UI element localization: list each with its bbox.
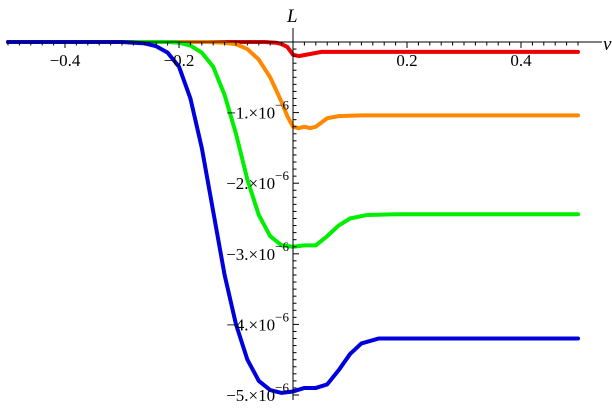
x-ticks: −0.4 −0.2 0.2 0.4 [7, 42, 579, 70]
y-ticks: −1.×10−6 −2.×10−6 −3.×10−6 −4.×10−6 −5.×10−6 [226, 48, 299, 405]
x-axis-label: v [603, 34, 612, 55]
y-tick-label: −4.×10−6 [226, 309, 289, 334]
x-tick-label: 0.4 [510, 51, 532, 70]
y-tick-label: −1.×10−6 [226, 98, 289, 123]
x-tick-label: 0.2 [396, 51, 417, 70]
y-tick-label: −5.×10−6 [226, 380, 289, 405]
x-tick-label: −0.2 [164, 51, 195, 70]
y-tick-label: −3.×10−6 [226, 239, 289, 264]
series-line-4 [6, 40, 580, 395]
y-tick-label: −2.×10−6 [226, 168, 289, 193]
x-tick-label: −0.4 [50, 51, 81, 70]
y-axis-label: L [286, 6, 298, 27]
series-line-3 [6, 40, 580, 249]
